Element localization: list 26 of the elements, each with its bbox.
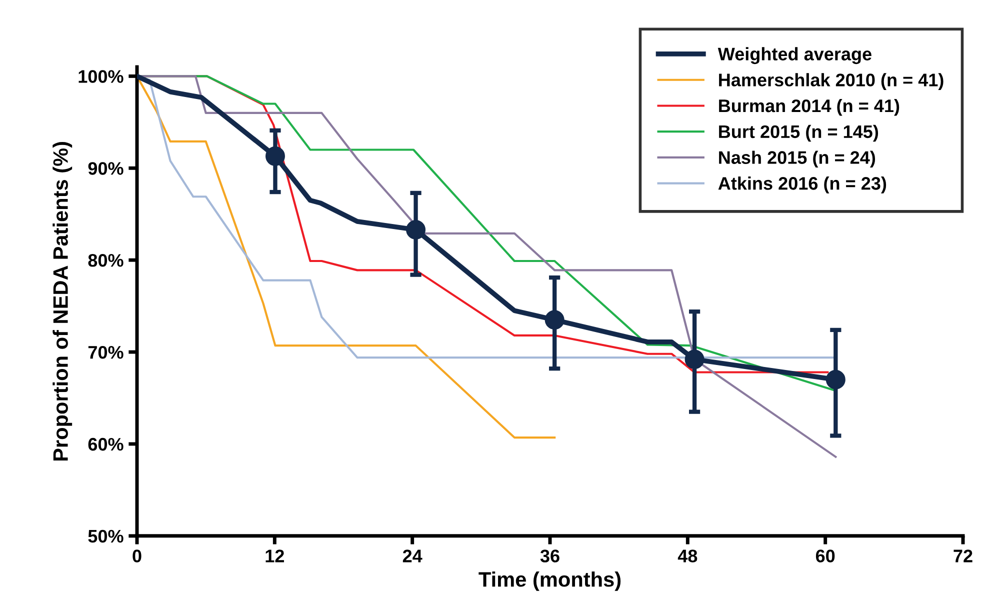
x-tick-label: 60	[816, 550, 835, 562]
point	[406, 220, 426, 240]
point	[684, 350, 704, 370]
legend-label: Weighted average	[718, 47, 872, 64]
y-tick-label: 80%	[88, 254, 124, 267]
x-axis-title: Time (months)	[478, 572, 621, 591]
legend-label: Atkins 2016 (n = 23)	[718, 176, 886, 194]
y-tick-label: 50%	[88, 530, 124, 543]
x-tick-label: 24	[402, 550, 422, 562]
point	[265, 146, 285, 166]
y-tick-label: 70%	[88, 346, 124, 359]
legend-label: Burt 2015 (n = 145)	[719, 124, 878, 142]
y-tick-label: 90%	[88, 162, 124, 175]
x-tick-label: 72	[954, 550, 972, 562]
y-axis-title: Proportion of NEDA Patients (%)	[52, 142, 72, 461]
x-tick-label: 48	[678, 550, 698, 562]
legend-label: Burman 2014 (n = 41)	[719, 98, 900, 116]
point	[826, 370, 846, 390]
point	[544, 310, 564, 330]
y-tick-label: 100%	[78, 70, 124, 83]
legend-label: Hamerschlak 2010 (n = 41)	[719, 73, 944, 90]
x-tick-label: 36	[540, 550, 560, 562]
y-tick-label: 60%	[88, 438, 124, 451]
x-tick-label: 12	[266, 550, 284, 562]
x-tick-label: 0	[132, 550, 142, 562]
legend-label: Nash 2015 (n = 24)	[719, 150, 876, 168]
